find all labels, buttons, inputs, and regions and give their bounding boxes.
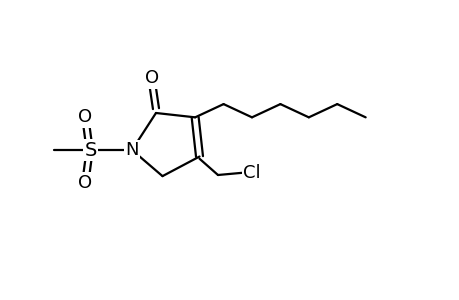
Text: O: O — [78, 108, 92, 126]
Text: O: O — [78, 174, 92, 192]
Text: Cl: Cl — [243, 164, 260, 182]
Text: O: O — [145, 69, 159, 87]
Text: N: N — [125, 141, 139, 159]
Text: S: S — [84, 140, 97, 160]
